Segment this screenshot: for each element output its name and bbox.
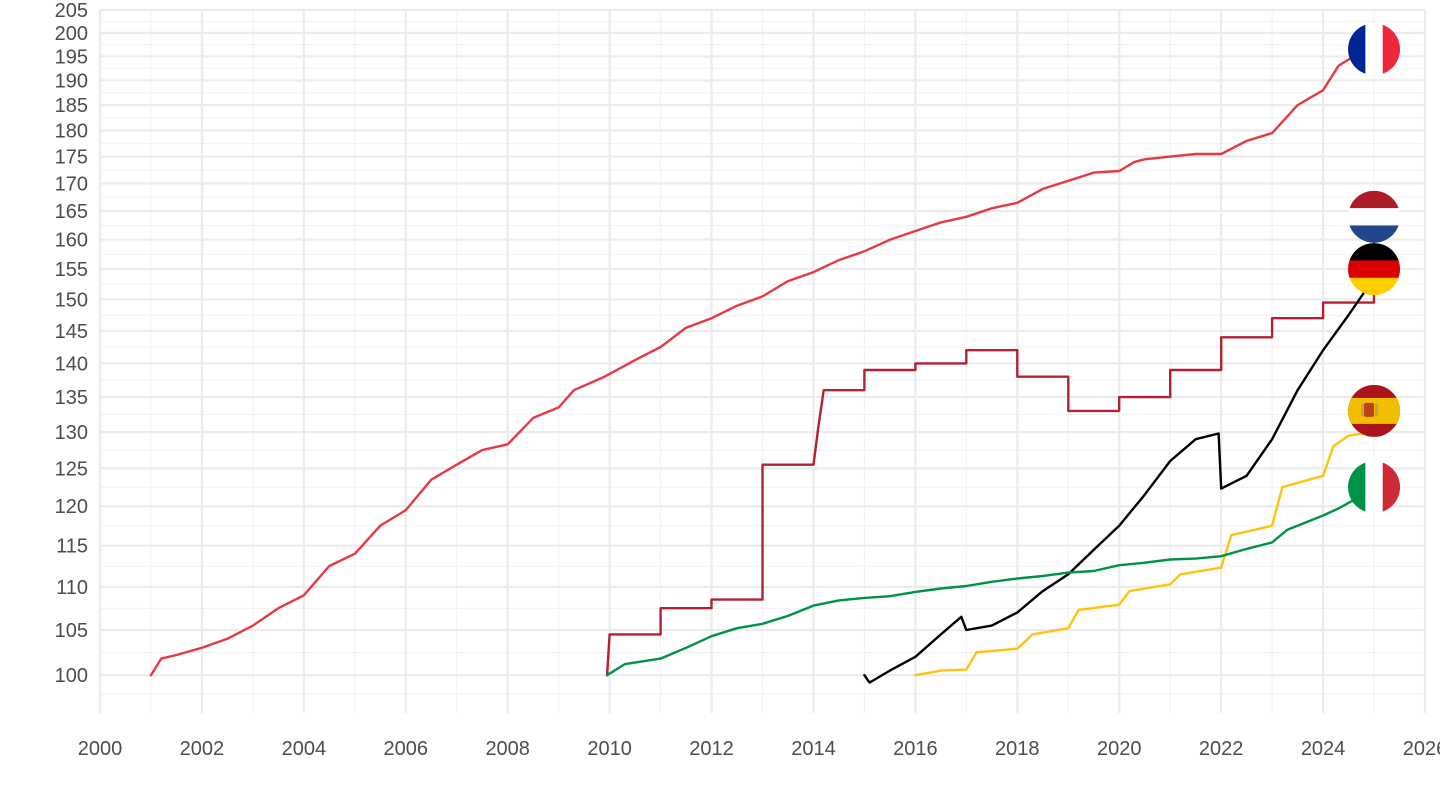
- y-tick-label: 145: [55, 321, 88, 343]
- x-tick-label: 2016: [893, 738, 938, 760]
- y-axis-tick-labels: 100 105 110 115 120 125 130 135 140 145 150 155 160 1…: [55, 0, 88, 687]
- x-tick-label: 2022: [1199, 738, 1244, 760]
- x-tick-label: 2006: [384, 738, 429, 760]
- x-tick-label: 2000: [78, 738, 123, 760]
- y-tick-label: 100: [55, 665, 88, 687]
- series-line-spain: [914, 430, 1376, 677]
- france-flag-icon: [1348, 23, 1401, 76]
- y-tick-label: 120: [55, 496, 88, 518]
- series-line-germany: [863, 276, 1376, 684]
- y-tick-label: 200: [55, 23, 88, 45]
- y-tick-label: 180: [55, 121, 88, 143]
- italy-flag-icon: [1348, 461, 1401, 514]
- series-line-netherlands: [605, 215, 1376, 677]
- x-tick-label: 2002: [180, 738, 225, 760]
- y-tick-label: 115: [56, 536, 88, 558]
- x-tick-label: 2020: [1097, 738, 1142, 760]
- series-line-italy: [605, 498, 1376, 677]
- series-line-france: [149, 50, 1376, 677]
- x-tick-label: 2004: [282, 738, 327, 760]
- germany-flag-icon: [1348, 243, 1401, 296]
- y-tick-label: 125: [55, 458, 88, 480]
- y-tick-label: 190: [55, 70, 88, 92]
- x-tick-label: 2010: [587, 738, 632, 760]
- flag-legend: [1348, 23, 1401, 514]
- spain-flag-icon: [1348, 384, 1401, 437]
- x-tick-label: 2018: [995, 738, 1040, 760]
- major-gridlines: [98, 8, 1427, 713]
- y-tick-label: 105: [55, 620, 88, 642]
- x-tick-label: 2026: [1403, 738, 1440, 760]
- y-tick-label: 165: [55, 201, 88, 223]
- y-tick-label: 155: [55, 259, 88, 281]
- y-tick-label: 130: [55, 422, 88, 444]
- y-tick-label: 170: [55, 173, 88, 195]
- y-tick-label: 135: [55, 387, 88, 409]
- netherlands-flag-icon: [1348, 190, 1401, 243]
- y-tick-label: 185: [55, 95, 88, 117]
- x-tick-label: 2008: [485, 738, 530, 760]
- y-tick-label: 110: [56, 577, 88, 599]
- y-tick-label: 140: [55, 353, 88, 375]
- x-tick-label: 2014: [791, 738, 836, 760]
- y-tick-label: 175: [55, 147, 88, 169]
- y-tick-label: 205: [55, 0, 88, 22]
- x-axis-tick-labels: 2000 2002 2004 2006 2008 2010 2012 2014 2016 2018…: [78, 738, 1440, 760]
- series-lines: [149, 50, 1376, 684]
- y-tick-label: 150: [55, 289, 88, 311]
- x-tick-label: 2024: [1301, 738, 1346, 760]
- minor-gridlines: [100, 10, 1425, 713]
- y-tick-label: 195: [55, 46, 88, 68]
- y-tick-label: 160: [55, 230, 88, 252]
- x-tick-label: 2012: [689, 738, 734, 760]
